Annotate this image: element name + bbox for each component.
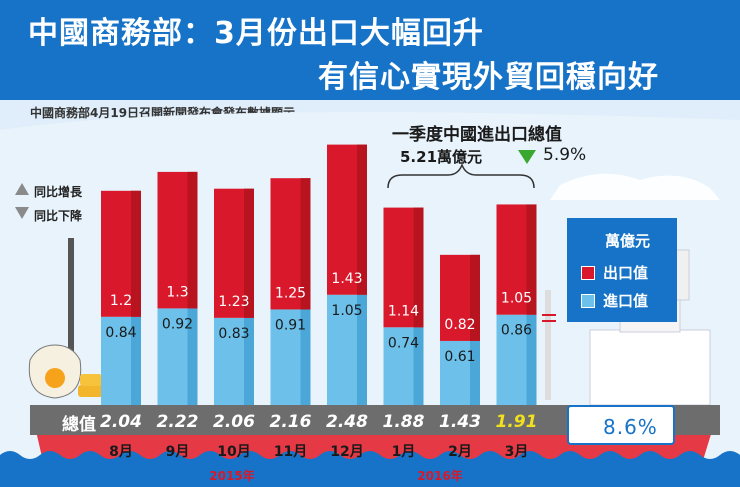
legend-import-swatch <box>581 293 595 308</box>
legend-import-label: 進口值 <box>603 292 649 310</box>
summary-down-arrow-icon <box>518 150 536 164</box>
legend-export-label: 出口值 <box>603 264 649 282</box>
bar-export-shade <box>526 204 537 315</box>
month-tick-label: 1月 <box>392 444 416 460</box>
bar-export-shade <box>470 254 480 341</box>
import-value-label: 0.83 <box>218 326 249 342</box>
month-tick-label: 9月 <box>166 444 190 460</box>
import-value-label: 0.92 <box>162 316 193 332</box>
total-value-label: 2.06 <box>213 412 255 432</box>
legend-up-label: 同比增長 <box>34 185 83 199</box>
import-value-label: 1.05 <box>331 303 362 319</box>
total-change-value: 8.6% <box>603 415 658 439</box>
bar-export-shade <box>131 190 141 317</box>
import-value-label: 0.61 <box>444 349 475 365</box>
export-value-label: 1.23 <box>218 294 249 310</box>
title-line-2: 有信心實現外貿回穩向好 <box>318 60 659 95</box>
summary-change: 5.9% <box>543 145 587 165</box>
bar-import-shade <box>131 316 141 405</box>
bar-import-shade <box>413 327 424 405</box>
total-value-label: 2.22 <box>157 412 199 432</box>
money-bag-icon <box>28 344 104 399</box>
export-value-label: 1.3 <box>166 284 188 300</box>
month-tick-label: 11月 <box>274 444 307 460</box>
bar-import-shade <box>244 317 254 405</box>
total-change-badge: 8.6% <box>567 405 675 445</box>
title-line-1: 中國商務部：3月份出口大幅回升 <box>28 16 484 51</box>
total-value-label: 1.91 <box>496 412 538 432</box>
export-value-label: 0.82 <box>444 317 475 333</box>
month-tick-label: 8月 <box>109 444 133 460</box>
month-tick-label: 10月 <box>217 444 250 460</box>
bar-export-shade <box>244 188 254 318</box>
month-tick-label: 2月 <box>448 444 472 460</box>
summary-label: 一季度中國進出口總值 <box>392 125 562 145</box>
total-value-label: 2.48 <box>326 412 368 432</box>
equals-mark <box>542 314 556 322</box>
legend-export: 出口值 <box>581 262 648 283</box>
year-label-2015: 2015年 <box>209 468 254 483</box>
year-label-2016: 2016年 <box>417 468 462 483</box>
total-label: 總值 <box>62 415 96 435</box>
export-value-label: 1.05 <box>501 291 532 307</box>
legend-import: 進口值 <box>581 290 648 311</box>
triangle-up-icon <box>15 183 29 195</box>
summary-value: 5.21萬億元 <box>400 148 483 166</box>
month-tick-label: 12月 <box>330 444 363 460</box>
import-value-label: 0.74 <box>388 335 419 351</box>
bar-export-shade <box>357 144 367 295</box>
export-value-label: 1.25 <box>275 285 306 301</box>
total-value-label: 2.04 <box>100 412 142 432</box>
total-value-label: 1.88 <box>383 412 425 432</box>
label-group: 1.2 0.84 2.04 8月 1.3 0.92 2.22 9月 1.23 0.83 2.06 10… <box>100 271 537 483</box>
bar-import-shade <box>526 314 537 405</box>
bar-import-shade <box>300 309 311 405</box>
bar-import-shade <box>187 308 198 405</box>
sea-waves <box>0 451 740 487</box>
export-value-label: 1.14 <box>388 303 419 319</box>
total-value-label: 2.16 <box>270 412 312 432</box>
bar-import-shade <box>357 294 367 405</box>
bar-group <box>101 144 537 405</box>
export-value-label: 1.43 <box>331 271 362 287</box>
legend-box: 萬億元 出口值 進口值 <box>567 218 677 322</box>
legend-export-swatch <box>581 265 595 280</box>
import-value-label: 0.84 <box>105 325 136 341</box>
bar-export-shade <box>300 178 311 310</box>
export-value-label: 1.2 <box>110 293 132 309</box>
total-value-label: 1.43 <box>439 412 481 432</box>
bar-import-shade <box>470 340 480 405</box>
import-value-label: 0.91 <box>275 317 306 333</box>
bar-export-shade <box>187 171 198 309</box>
import-value-label: 0.86 <box>501 323 532 339</box>
quarter-brace <box>387 162 535 189</box>
legend-unit: 萬億元 <box>605 232 651 250</box>
month-tick-label: 3月 <box>505 444 529 460</box>
legend-down-label: 同比下降 <box>34 209 83 223</box>
header-banner: 中國商務部：3月份出口大幅回升 有信心實現外貿回穩向好 <box>0 0 740 100</box>
triangle-down-icon <box>15 207 29 219</box>
bar-export-shade <box>413 207 424 328</box>
